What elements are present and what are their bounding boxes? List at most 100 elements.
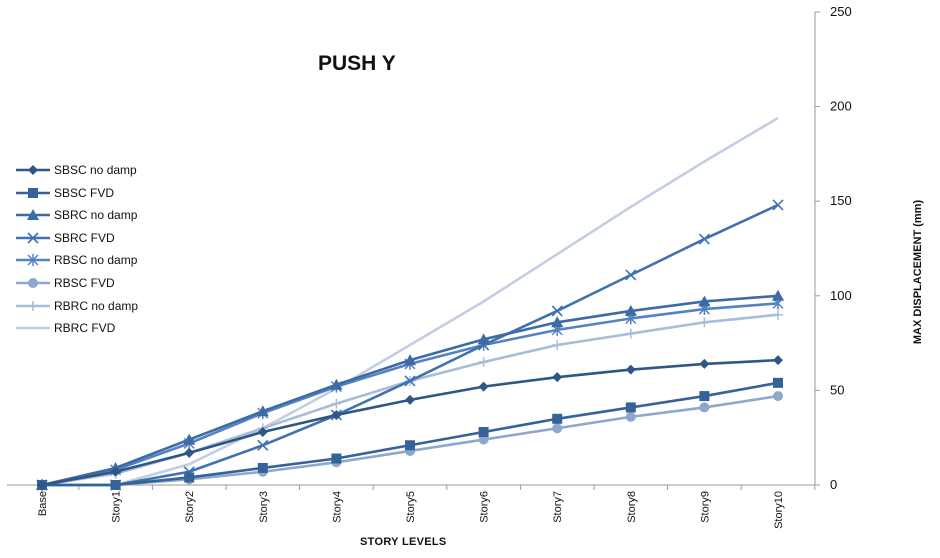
data-point xyxy=(37,480,47,490)
data-point xyxy=(27,209,39,221)
y-tick-label: 100 xyxy=(830,288,852,303)
data-point xyxy=(110,466,121,477)
data-point xyxy=(551,316,564,328)
data-point xyxy=(478,434,489,445)
legend-label: RBSC no damp xyxy=(54,253,138,268)
data-point xyxy=(698,295,711,307)
x-tick-label: Story6 xyxy=(479,491,491,523)
x-tick-label: Base xyxy=(37,491,49,516)
data-point xyxy=(257,462,268,473)
data-point xyxy=(772,289,784,301)
legend-swatch xyxy=(16,277,50,288)
x-tick-label: Story4 xyxy=(331,491,343,523)
axes: 0 50 100 150 200 250 Base Story1 Story2 Story3 Sto… xyxy=(7,4,852,529)
legend-label: SBSC FVD xyxy=(54,185,115,200)
legend-label: SBRC FVD xyxy=(54,230,115,245)
legend-label: RBRC no damp xyxy=(54,298,139,313)
data-point xyxy=(184,472,195,483)
legend-item: SBRC no damp xyxy=(14,205,204,228)
data-point xyxy=(699,391,710,402)
data-point xyxy=(28,277,38,288)
data-point xyxy=(28,187,38,198)
x-tick-label: Story7 xyxy=(552,491,564,523)
data-point xyxy=(699,402,710,413)
y-axis-label: MAX DISPLACEMENT (mm) xyxy=(912,199,924,345)
data-point xyxy=(256,405,269,417)
legend-item: RBSC FVD xyxy=(14,273,204,296)
series-layer xyxy=(36,116,784,491)
data-point xyxy=(625,411,636,422)
data-point xyxy=(28,165,38,175)
data-point xyxy=(552,423,563,434)
data-point xyxy=(257,427,268,438)
legend-swatch xyxy=(16,300,50,311)
legend-label: RBSC FVD xyxy=(54,275,115,290)
data-point xyxy=(331,453,342,464)
legend-swatch xyxy=(16,254,50,267)
series-rbrc-fvd xyxy=(42,116,779,487)
series-sbsc-fvd xyxy=(37,377,783,490)
legend-swatch xyxy=(16,165,50,175)
data-point xyxy=(552,372,563,383)
x-tick-label: Story5 xyxy=(405,491,417,523)
data-point xyxy=(28,300,38,311)
data-point xyxy=(27,254,39,267)
x-tick-label: Story3 xyxy=(258,491,270,523)
data-point xyxy=(478,381,489,392)
x-tick-label: Story1 xyxy=(111,491,123,523)
data-point xyxy=(699,317,710,328)
data-point xyxy=(404,375,416,387)
x-tick-label: Story2 xyxy=(184,491,196,523)
data-point xyxy=(773,309,783,320)
y-tick-label: 150 xyxy=(830,193,852,208)
data-point xyxy=(773,355,783,366)
legend-swatch xyxy=(16,232,50,244)
data-point xyxy=(27,232,39,244)
legend-label: SBSC no damp xyxy=(54,163,137,177)
legend-item: SBRC FVD xyxy=(14,228,204,251)
data-point xyxy=(257,439,269,451)
y-tick-label: 200 xyxy=(830,99,852,114)
data-point xyxy=(110,480,121,490)
data-point xyxy=(478,357,489,368)
x-tick-label: Story10 xyxy=(773,491,785,529)
data-point xyxy=(184,447,195,458)
x-axis-label: STORY LEVELS xyxy=(360,536,447,548)
data-point xyxy=(478,427,489,438)
series-line xyxy=(42,116,779,487)
data-point xyxy=(552,413,563,424)
x-tick-label: Story8 xyxy=(626,491,638,523)
data-point xyxy=(477,333,490,345)
data-point xyxy=(625,269,637,281)
data-point xyxy=(625,364,636,375)
data-point xyxy=(552,339,563,350)
data-point xyxy=(405,394,415,405)
legend-item: RBRC FVD xyxy=(14,318,204,341)
data-point xyxy=(331,398,342,409)
x-tick-label: Story9 xyxy=(699,491,711,523)
series-sbsc-no-damp xyxy=(37,355,783,490)
legend: SBSC no damp SBSC FVD SBRC no damp SBRC FVD… xyxy=(14,160,204,341)
y-tick-label: 250 xyxy=(830,4,852,19)
legend-swatch xyxy=(16,209,50,221)
data-point xyxy=(624,304,637,316)
data-point xyxy=(625,328,636,339)
data-point xyxy=(772,199,784,211)
data-point xyxy=(698,233,710,245)
legend-label: RBRC FVD xyxy=(54,321,116,336)
legend-item: SBSC FVD xyxy=(14,183,204,206)
series-sbrc-fvd xyxy=(36,199,784,491)
data-point xyxy=(330,378,343,390)
y-tick-label: 50 xyxy=(830,382,844,397)
legend-swatch xyxy=(16,187,50,198)
data-point xyxy=(183,433,196,445)
legend-item: RBSC no damp xyxy=(14,250,204,273)
data-point xyxy=(625,402,636,413)
data-point xyxy=(405,440,415,451)
legend-swatch xyxy=(16,326,50,330)
legend-item: RBRC no damp xyxy=(14,296,204,319)
data-point xyxy=(773,391,783,402)
legend-label: SBRC no damp xyxy=(54,208,138,223)
data-point xyxy=(551,305,563,317)
